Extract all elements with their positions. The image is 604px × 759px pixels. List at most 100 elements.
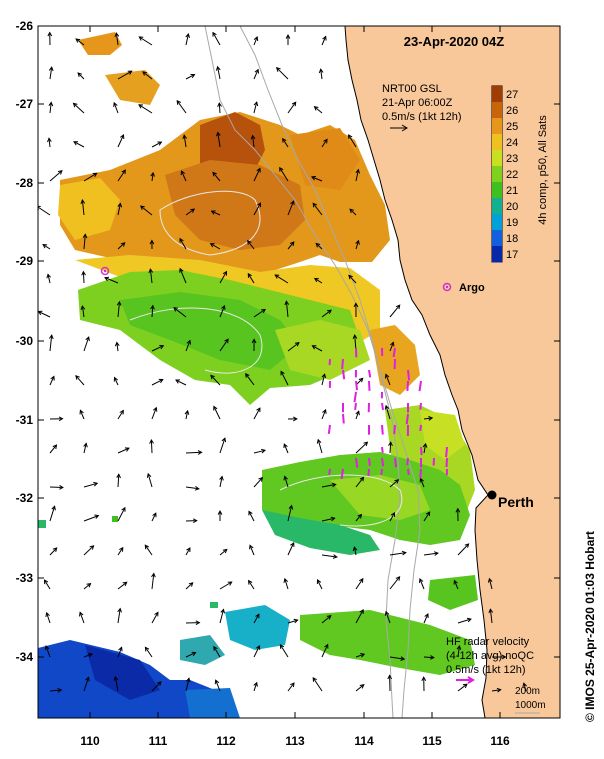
current-arrow-head (144, 646, 150, 652)
current-arrow-head (75, 375, 80, 380)
current-arrow (419, 578, 425, 590)
current-arrow (117, 410, 124, 420)
current-arrow (317, 579, 323, 590)
current-arrow-head (283, 443, 288, 449)
current-arrow-head (419, 578, 424, 583)
sst-patch (120, 292, 300, 370)
current-arrow (83, 583, 91, 590)
current-arrow-head (389, 341, 395, 347)
hf-arrow (381, 457, 385, 467)
current-arrow (321, 309, 332, 318)
colorbar-tick-label: 17 (506, 249, 518, 261)
current-arrow-head (87, 653, 93, 658)
current-arrow (489, 609, 493, 624)
current-arrow-head (245, 372, 250, 378)
current-arrow (117, 507, 126, 522)
hf-arrow (407, 369, 411, 381)
current-arrow-head (57, 687, 63, 693)
current-arrow (389, 304, 401, 318)
lon-label: 112 (216, 734, 236, 748)
hf-radar-vectors (327, 347, 448, 480)
current-arrow-head (352, 334, 358, 339)
current-arrow (151, 612, 159, 624)
current-arrow (49, 335, 53, 352)
current-arrow-head (310, 175, 316, 181)
current-arrow-head (462, 683, 468, 689)
current-arrow (104, 277, 119, 284)
current-arrow (73, 103, 85, 114)
current-arrow-head (312, 677, 317, 682)
current-arrow-head (75, 38, 81, 43)
current-arrow-head (119, 409, 124, 415)
current-arrow-head (355, 239, 360, 245)
current-arrow-head (424, 613, 429, 619)
current-arrow-head (247, 239, 252, 245)
current-arrow (253, 309, 266, 318)
current-arrow-head (290, 541, 295, 547)
current-arrow (83, 653, 93, 658)
current-arrow-head (73, 141, 78, 146)
current-arrow-head (219, 475, 224, 481)
current-arrow-head (360, 653, 366, 658)
current-arrow (253, 682, 258, 692)
current-arrow-head (217, 510, 223, 515)
current-arrow-head (77, 72, 83, 78)
perth-marker[interactable]: Perth (487, 490, 534, 511)
sst-patch (185, 688, 240, 718)
current-arrow-head (433, 551, 439, 556)
current-arrow-head (190, 208, 196, 213)
current-arrow-head (186, 547, 191, 552)
current-arrow-head (118, 646, 123, 652)
current-arrow-head (353, 302, 359, 308)
argo-marker[interactable]: Argo (442, 282, 485, 294)
current-arrow (353, 547, 357, 556)
current-arrow-head (318, 68, 324, 74)
current-arrow-head (224, 338, 229, 344)
current-arrow-head (256, 644, 261, 650)
current-arrow-head (46, 273, 51, 279)
current-arrow (457, 618, 472, 624)
argo-marker-offshore[interactable] (100, 266, 110, 276)
current-arrow-head (82, 233, 88, 239)
current-arrow-head (158, 378, 164, 384)
gsl-legend-line3: 0.5m/s (1kt 12h) (382, 111, 461, 123)
current-arrow (49, 486, 63, 488)
current-arrow-head (138, 104, 144, 109)
current-arrow (151, 681, 162, 692)
current-arrow (253, 407, 261, 420)
current-arrow (355, 411, 360, 420)
current-arrow-head (400, 656, 406, 661)
current-arrow (311, 176, 323, 182)
current-arrow (151, 172, 154, 182)
current-arrow-head (290, 682, 295, 688)
sst-patch (290, 128, 360, 190)
current-arrow-head (122, 581, 128, 587)
current-arrow (150, 439, 153, 454)
current-arrow-head (50, 375, 55, 381)
current-arrow-head (456, 644, 462, 650)
current-arrow-head (323, 138, 328, 144)
colorbar-swatch (492, 102, 502, 119)
current-arrow (116, 342, 119, 352)
current-arrow (144, 647, 153, 658)
current-arrow (253, 477, 263, 488)
current-arrow (355, 240, 359, 250)
current-arrow (491, 689, 501, 692)
sst-patch (180, 635, 225, 665)
sst-patch (420, 410, 465, 460)
current-arrow-head (428, 416, 434, 421)
lat-label: -27 (16, 97, 34, 111)
current-arrow (185, 678, 190, 692)
date-label: 23-Apr-2020 04Z (404, 34, 504, 49)
current-arrow (385, 405, 391, 420)
current-arrow-head (421, 676, 427, 682)
current-arrow-head (188, 582, 194, 587)
current-arrow-head (222, 270, 228, 276)
colorbar: 27 26 25 24 23 22 21 20 19 18 17 4h comp, p50, All… (491, 85, 549, 263)
lat-label: -30 (16, 334, 34, 348)
current-arrow (252, 135, 255, 148)
current-arrow-head (394, 479, 400, 484)
current-arrow-head (283, 475, 288, 481)
current-arrow (219, 549, 228, 556)
current-arrow (287, 505, 293, 522)
